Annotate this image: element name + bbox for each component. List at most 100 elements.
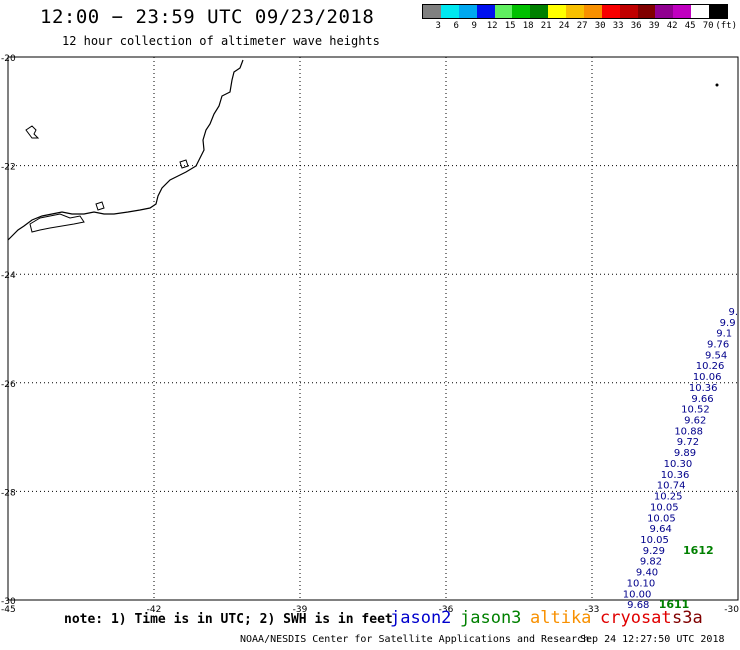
wave-height-label: 10.36 bbox=[661, 470, 690, 481]
legend-label: 6 bbox=[453, 21, 459, 31]
legend-label: 21 bbox=[540, 21, 552, 31]
pass-time-label: 1611 bbox=[659, 598, 690, 611]
legend-swatch-1 bbox=[440, 5, 459, 18]
coastline-path bbox=[7, 59, 244, 241]
wave-height-label: 10.30 bbox=[664, 459, 693, 470]
wave-height-label: 9.82 bbox=[640, 557, 662, 568]
lat-label: -24 bbox=[1, 271, 16, 281]
lon-label: -36 bbox=[439, 605, 454, 615]
legend-label: 33 bbox=[612, 21, 624, 31]
wave-height-label: 9.72 bbox=[677, 437, 699, 448]
legend-swatch-7 bbox=[548, 5, 566, 18]
legend-swatch-15 bbox=[691, 5, 709, 18]
legend-swatch-14 bbox=[673, 5, 692, 18]
legend-swatch-3 bbox=[476, 5, 495, 18]
lon-label: -39 bbox=[293, 605, 308, 615]
legend-label: 3 bbox=[435, 21, 441, 31]
color-legend: 3 6 9 12 15 18 21 24 27 30 33 36 39 42 45 70 (ft) bbox=[422, 4, 737, 36]
pass-time-labels: 1612 1611 bbox=[659, 544, 714, 611]
map-frame bbox=[7, 56, 739, 601]
wave-height-label: 10.06 bbox=[693, 372, 722, 383]
wave-height-label: 10.05 bbox=[650, 502, 679, 513]
satellite-jason3: jason3 bbox=[460, 608, 522, 628]
legend-label: 42 bbox=[666, 21, 678, 31]
lon-label: -33 bbox=[585, 605, 600, 615]
lat-label: -28 bbox=[1, 488, 16, 498]
legend-label: 9 bbox=[471, 21, 477, 31]
legend-label: 27 bbox=[576, 21, 588, 31]
wave-height-label: 9.68 bbox=[627, 600, 649, 611]
lat-label: -22 bbox=[1, 163, 16, 173]
legend-swatch-0 bbox=[423, 5, 441, 18]
map-title: 12:00 − 23:59 UTC 09/23/2018 bbox=[40, 6, 375, 28]
legend-swatch-12 bbox=[637, 5, 656, 18]
legend-swatch-16 bbox=[709, 5, 727, 18]
coastline bbox=[7, 59, 719, 241]
footer-timestamp: Sep 24 12:27:50 UTC 2018 bbox=[580, 634, 725, 645]
wave-height-label: 9.76 bbox=[707, 340, 729, 351]
lon-label: -30 bbox=[724, 605, 739, 615]
legend-swatch-6 bbox=[530, 5, 549, 18]
legend-label: 24 bbox=[558, 21, 570, 31]
lat-label: -26 bbox=[1, 380, 16, 390]
wave-height-label: 9.62 bbox=[684, 416, 706, 427]
legend-label: 36 bbox=[630, 21, 642, 31]
wave-height-label: 10.88 bbox=[674, 426, 703, 437]
legend-swatch-8 bbox=[566, 5, 584, 18]
legend-swatch-10 bbox=[601, 5, 620, 18]
coastline-island-1 bbox=[25, 125, 40, 139]
legend-label: 30 bbox=[594, 21, 606, 31]
wave-height-label: 10.25 bbox=[654, 492, 683, 503]
legend-swatch-11 bbox=[619, 5, 638, 18]
wave-height-label: 10.52 bbox=[681, 405, 710, 416]
footer-credit: NOAA/NESDIS Center for Satellite Applica… bbox=[240, 634, 590, 645]
legend-swatch-9 bbox=[583, 5, 602, 18]
wave-height-label: 9.54 bbox=[705, 350, 727, 361]
legend-label: (ft) bbox=[715, 21, 738, 31]
legend-label: 39 bbox=[648, 21, 660, 31]
wave-height-label: 10.74 bbox=[657, 481, 686, 492]
legend-swatch-2 bbox=[458, 5, 477, 18]
wave-height-label: 9.29 bbox=[643, 546, 665, 557]
wave-height-label: 9. bbox=[728, 307, 738, 318]
pass-time-label: 1612 bbox=[683, 544, 714, 557]
satellite-s3a: s3a bbox=[672, 608, 703, 628]
coastline-island-2 bbox=[179, 159, 189, 169]
wave-height-label: 9.89 bbox=[674, 448, 696, 459]
satellite-jason2: jason2 bbox=[390, 608, 452, 628]
wave-height-label: 9.66 bbox=[691, 394, 713, 405]
legend-swatch-4 bbox=[494, 5, 513, 18]
map-subtitle: 12 hour collection of altimeter wave hei… bbox=[62, 34, 380, 48]
satellite-cryosat: cryosat bbox=[600, 608, 672, 628]
legend-label: 12 bbox=[486, 21, 498, 31]
coastline-lagoon bbox=[29, 213, 85, 233]
wave-height-label: 10.05 bbox=[647, 513, 676, 524]
graticule bbox=[7, 56, 739, 601]
wave-height-label: 9.40 bbox=[636, 568, 658, 579]
units-note: note: 1) Time is in UTC; 2) SWH is in fe… bbox=[64, 612, 393, 627]
wave-height-label: 9.64 bbox=[650, 524, 672, 535]
coastline-island-3 bbox=[95, 201, 105, 211]
wave-height-label: 9.1 bbox=[716, 329, 732, 340]
wave-height-label: 10.26 bbox=[696, 361, 725, 372]
wave-height-label: 10.36 bbox=[689, 383, 718, 394]
legend-label: 15 bbox=[504, 21, 516, 31]
lat-label: -30 bbox=[1, 597, 16, 607]
lon-label: -45 bbox=[1, 605, 16, 615]
wave-height-label: 9.9 bbox=[720, 318, 736, 329]
island-dot bbox=[715, 83, 719, 87]
legend-swatch-13 bbox=[655, 5, 674, 18]
wave-height-label: 10.10 bbox=[627, 578, 656, 589]
legend-label: 70 bbox=[702, 21, 714, 31]
lat-label: -20 bbox=[1, 54, 16, 64]
legend-swatch-5 bbox=[512, 5, 531, 18]
wave-height-label: 10.05 bbox=[640, 535, 669, 546]
legend-label: 45 bbox=[684, 21, 696, 31]
legend-swatches bbox=[422, 4, 728, 19]
legend-label: 18 bbox=[522, 21, 534, 31]
satellite-altika: altika bbox=[530, 608, 592, 628]
wave-height-labels: 9.9.99.19.769.5410.2610.0610.369.6610.52… bbox=[623, 307, 738, 611]
wave-height-label: 10.00 bbox=[623, 589, 652, 600]
lon-label: -42 bbox=[147, 605, 162, 615]
